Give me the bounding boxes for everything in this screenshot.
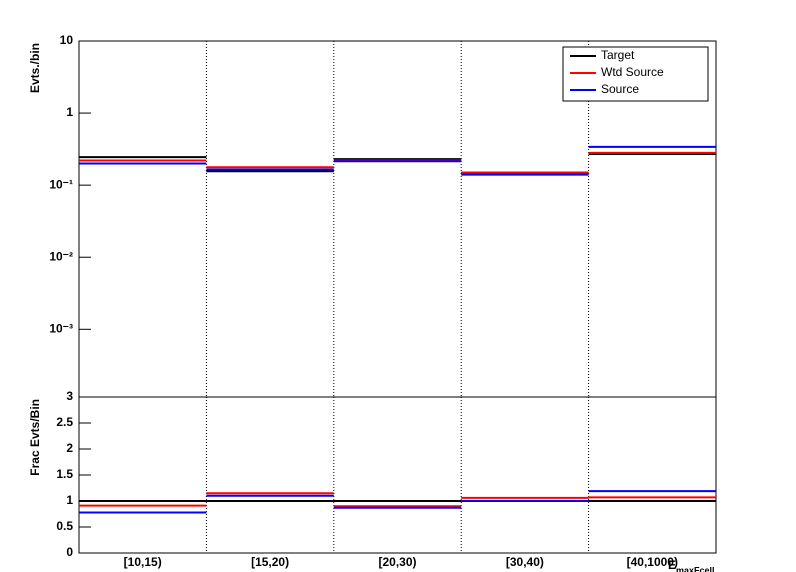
legend-label: Wtd Source [601, 65, 664, 79]
legend-label: Source [601, 82, 639, 96]
x-tick-label: [15,20) [251, 555, 289, 569]
x-axis-label-sub: maxFcell [676, 565, 715, 572]
y-tick-label: 2 [66, 441, 73, 455]
x-tick-label: [10,15) [124, 555, 162, 569]
x-tick-label: [20,30) [378, 555, 416, 569]
y-tick-label: 10⁻¹ [49, 177, 73, 191]
y-axis-label: Frac Evts/Bin [28, 399, 42, 476]
y-tick-label: 2.5 [56, 415, 73, 429]
x-axis-label: E [668, 558, 676, 572]
x-tick-label: [40,1000) [627, 555, 678, 569]
y-tick-label: 0 [66, 545, 73, 559]
y-axis-label: Evts./bin [28, 43, 42, 93]
y-tick-label: 10 [60, 33, 74, 47]
x-tick-label: [30,40) [506, 555, 544, 569]
y-tick-label: 10⁻² [49, 249, 73, 263]
y-tick-label: 1 [66, 105, 73, 119]
y-tick-label: 3 [66, 389, 73, 403]
y-tick-label: 1.5 [56, 467, 73, 481]
y-tick-label: 10⁻³ [49, 321, 73, 335]
legend-label: Target [601, 48, 635, 62]
y-tick-label: 0.5 [56, 519, 73, 533]
y-tick-label: 1 [66, 493, 73, 507]
